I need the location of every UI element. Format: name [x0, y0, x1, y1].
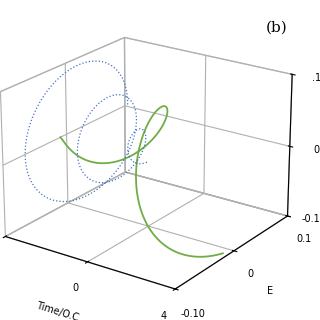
Text: (b): (b)	[266, 21, 287, 35]
X-axis label: Time/O.C.: Time/O.C.	[35, 300, 83, 320]
Y-axis label: E: E	[267, 286, 274, 296]
